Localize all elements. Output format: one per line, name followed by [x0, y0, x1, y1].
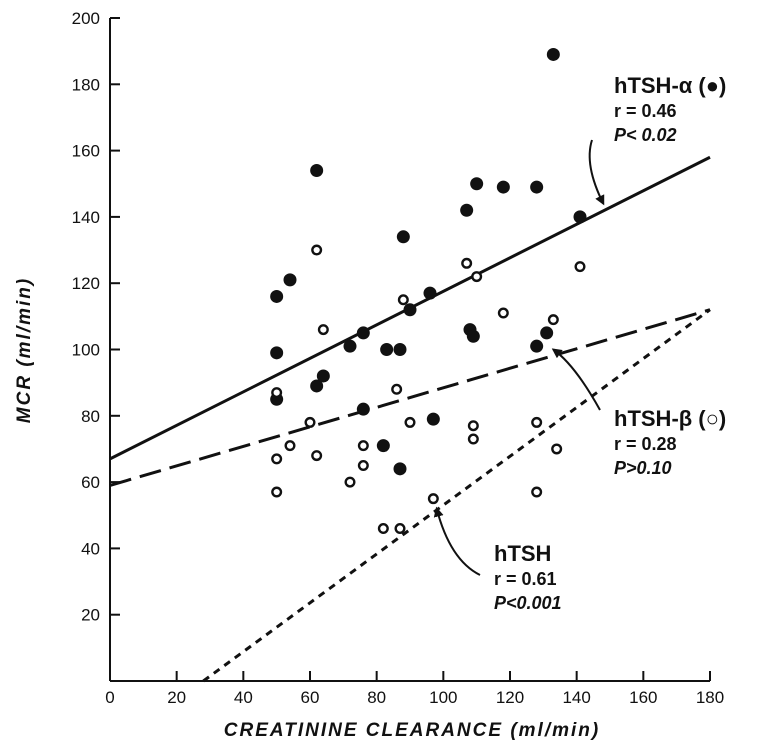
y-tick-label: 100	[72, 341, 100, 360]
filled-data-point	[396, 230, 410, 244]
annotation-p-value: P< 0.02	[614, 125, 677, 145]
open-data-point	[304, 416, 316, 428]
y-tick-label: 120	[72, 274, 100, 293]
filled-data-point	[540, 326, 554, 340]
filled-data-point	[393, 462, 407, 476]
filled-data-point	[270, 289, 284, 303]
annotation-label: hTSH-α (●)	[614, 73, 726, 98]
annotation-label: hTSH	[494, 541, 551, 566]
filled-data-point	[356, 326, 370, 340]
open-data-point	[311, 450, 323, 462]
axes: 0 20 40 60 80 100 120 140 160 180 20 40 60 80 100 120 14…	[72, 9, 725, 707]
open-data-point	[467, 420, 479, 432]
y-tick-label: 200	[72, 9, 100, 28]
open-data-point	[574, 261, 586, 273]
open-data-point	[357, 460, 369, 472]
filled-data-point	[426, 412, 440, 426]
y-tick-label: 180	[72, 75, 100, 94]
filled-data-point	[423, 286, 437, 300]
filled-data-point	[283, 273, 297, 287]
open-data-point	[427, 493, 439, 505]
filled-data-point	[530, 180, 544, 194]
x-tick-label: 80	[367, 688, 386, 707]
y-tick-label: 20	[81, 606, 100, 625]
y-tick-label: 140	[72, 208, 100, 227]
open-data-point	[271, 387, 283, 399]
x-tick-label: 60	[301, 688, 320, 707]
open-data-point	[547, 314, 559, 326]
open-data-point	[284, 440, 296, 452]
x-tick-label: 40	[234, 688, 253, 707]
annotation-label: hTSH-β (○)	[614, 406, 726, 431]
open-data-point	[357, 440, 369, 452]
open-data-point	[531, 486, 543, 498]
open-data-point	[551, 443, 563, 455]
open-data-point	[391, 383, 403, 395]
annotation-r-value: r = 0.61	[494, 569, 557, 589]
open-data-point	[317, 324, 329, 336]
filled-data-point	[470, 177, 484, 191]
filled-data-point	[380, 343, 394, 356]
filled-data-point	[403, 303, 417, 317]
annotation-p-value: P<0.001	[494, 593, 562, 613]
filled-data-point	[573, 210, 587, 224]
open-data-point	[397, 294, 409, 306]
open-data-point	[497, 307, 509, 319]
x-tick-label: 180	[696, 688, 724, 707]
annotation-p-value: P>0.10	[614, 458, 672, 478]
filled-data-point	[310, 379, 324, 393]
annotation-r-value: r = 0.46	[614, 101, 677, 121]
open-data-point	[271, 486, 283, 498]
y-tick-label: 60	[81, 473, 100, 492]
x-axis-title: CREATININE CLEARANCE (ml/min)	[224, 720, 600, 741]
filled-data-point	[546, 47, 560, 61]
x-tick-label: 120	[496, 688, 524, 707]
open-data-point	[377, 523, 389, 535]
y-tick-label: 80	[81, 407, 100, 426]
y-axis-title: MCR (ml/min)	[14, 277, 35, 423]
annotation-r-value: r = 0.28	[614, 434, 677, 454]
x-tick-label: 160	[629, 688, 657, 707]
annotation-arrow	[433, 506, 481, 576]
open-data-point	[404, 416, 416, 428]
open-data-point	[531, 416, 543, 428]
annotation-arrow	[588, 139, 605, 206]
filled-data-point	[496, 180, 510, 194]
data-points	[270, 47, 587, 535]
filled-data-point	[356, 402, 370, 416]
y-tick-label: 160	[72, 142, 100, 161]
regression-line-long-dash	[109, 308, 711, 487]
regression-line-short-dash	[202, 308, 711, 683]
open-data-point	[467, 433, 479, 445]
annotation-arrow	[551, 348, 601, 411]
annotations: hTSH-α (●) r = 0.46 P< 0.02 hTSH-β (○) r = 0…	[433, 73, 726, 613]
filled-data-point	[343, 339, 357, 353]
filled-data-point	[376, 439, 390, 453]
filled-data-point	[466, 329, 480, 343]
x-tick-label: 140	[562, 688, 590, 707]
x-tick-label: 0	[105, 688, 114, 707]
filled-data-point	[310, 163, 324, 177]
filled-data-point	[530, 339, 544, 353]
open-data-point	[344, 476, 356, 488]
filled-data-point	[393, 343, 407, 356]
x-tick-label: 20	[167, 688, 186, 707]
filled-data-point	[316, 369, 330, 383]
filled-data-point	[460, 203, 474, 217]
open-data-point	[311, 244, 323, 256]
filled-data-point	[270, 346, 284, 360]
open-data-point	[271, 453, 283, 465]
open-data-point	[471, 271, 483, 283]
y-tick-label: 40	[81, 539, 100, 558]
open-data-point	[461, 257, 473, 269]
open-data-point	[394, 523, 406, 535]
x-tick-label: 100	[429, 688, 457, 707]
